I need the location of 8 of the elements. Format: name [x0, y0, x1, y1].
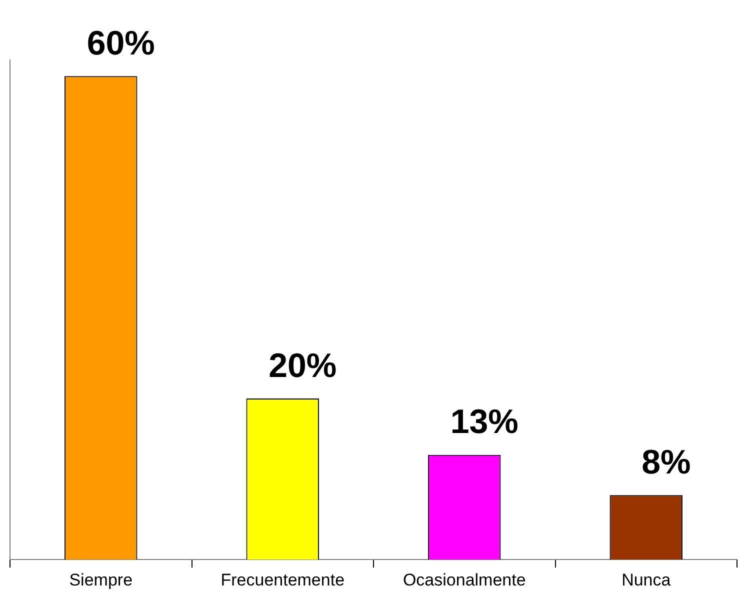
x-tick-label: Frecuentemente	[220, 570, 345, 590]
data-label: 60%	[86, 24, 155, 62]
data-label: 8%	[642, 444, 691, 482]
data-label: 13%	[450, 403, 518, 442]
data-label: 20%	[268, 346, 337, 385]
x-tick-label: Ocasionalmente	[402, 570, 526, 590]
x-tick-label: Siempre	[69, 570, 133, 590]
x-tick-label: Nunca	[622, 570, 672, 590]
